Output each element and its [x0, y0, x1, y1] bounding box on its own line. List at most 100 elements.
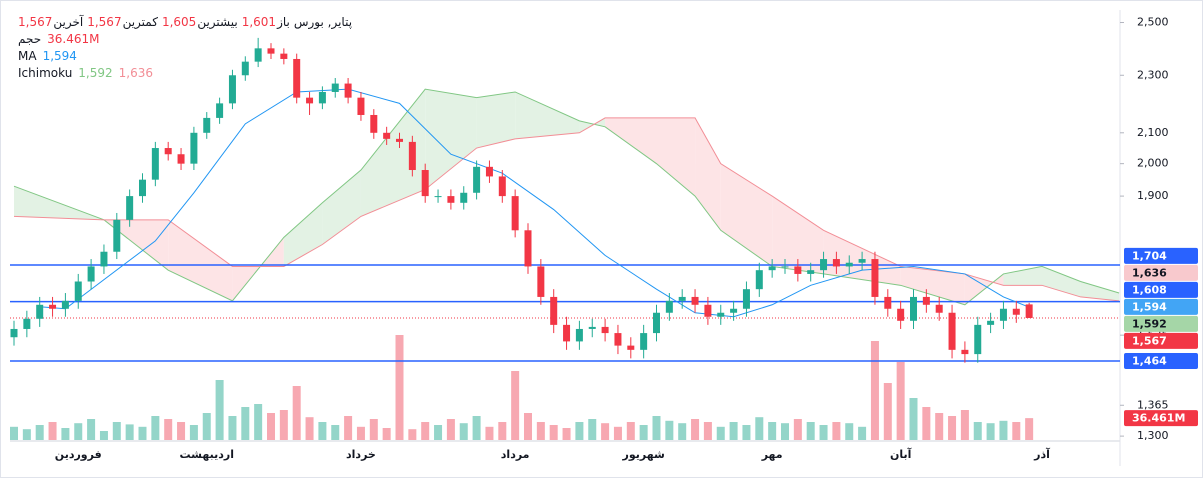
ichimoku-legend: Ichimoku 1,592 1,636 [18, 65, 352, 82]
y-tick-label: 1,300 [1137, 429, 1169, 442]
candle-body [794, 266, 802, 274]
volume-bar [691, 419, 700, 440]
y-tick-label: 2,100 [1137, 126, 1169, 139]
price-badge-label: 1,608 [1132, 283, 1167, 296]
volume-bar [511, 371, 520, 440]
candle-body [241, 61, 249, 76]
volume-bar [254, 404, 263, 440]
x-tick-label: خرداد [346, 448, 376, 461]
volume-bar [434, 425, 443, 440]
candle-body [87, 266, 95, 282]
candle-body [781, 266, 789, 268]
ohlc-label: بیشترین [197, 15, 238, 29]
candle-body [190, 132, 198, 164]
candle-body [768, 266, 776, 271]
candle-body [331, 83, 339, 92]
candle-body [254, 48, 262, 62]
candle-body [280, 53, 288, 59]
price-badge-label: 1,567 [1132, 334, 1167, 347]
span-b-line [13, 117, 1120, 302]
cloud [1042, 266, 1081, 297]
cloud [322, 170, 361, 245]
symbol: پتایر, بورس [293, 15, 353, 29]
volume-bar [382, 428, 391, 440]
candle-body [357, 97, 365, 115]
x-tick-label: شهریور [622, 448, 665, 461]
volume-bar [601, 423, 610, 440]
volume-bar [215, 380, 224, 440]
x-tick-label: آذر [1033, 447, 1050, 461]
ohlc-item: باز 1,601 [242, 14, 290, 31]
candle-body [884, 296, 892, 309]
cloud [360, 89, 426, 217]
ohlc-item: آخرین 1,567 [18, 14, 83, 31]
candle-body [742, 289, 750, 309]
cloud [900, 266, 965, 305]
candle-body [614, 333, 622, 346]
price-badge-label: 36.461M [1132, 412, 1185, 425]
legend-label: Ichimoku [18, 66, 73, 80]
candle-body [267, 48, 275, 54]
price-badge [1124, 281, 1198, 298]
x-tick-label: اردیبهشت [180, 448, 234, 461]
volume-bar [536, 422, 545, 440]
volume-bar [793, 419, 802, 440]
candle-body [601, 326, 609, 334]
volume-bar [909, 398, 918, 440]
volume-bar [421, 422, 430, 440]
volume-bar [228, 416, 237, 440]
volume-bar [10, 426, 18, 440]
candle-body [293, 58, 301, 98]
volume-bar [267, 413, 275, 440]
price-badge [1124, 247, 1198, 264]
volume-bar [678, 423, 687, 440]
candle-body [640, 333, 648, 350]
candle-body [832, 259, 840, 267]
volume-bar [960, 410, 969, 440]
candle-body [704, 304, 712, 317]
volume-bar [305, 417, 314, 440]
y-tick-label: 2,000 [1137, 157, 1169, 170]
volume-bar [973, 422, 982, 440]
volume-bar [241, 407, 250, 440]
span-a-line [13, 88, 1120, 306]
volume-bar [446, 419, 455, 440]
volume-bar [279, 410, 288, 440]
cloud [695, 117, 721, 231]
candle-body [653, 312, 660, 334]
candle-body [948, 312, 956, 350]
candle-body [871, 259, 879, 297]
volume-bar [151, 416, 160, 440]
volume-bar [87, 419, 96, 440]
candle-body [717, 312, 725, 317]
cloud [656, 117, 696, 197]
price-badge [1124, 410, 1198, 427]
volume-bar [292, 386, 301, 440]
candle-body [216, 103, 224, 118]
candle-body [807, 270, 815, 274]
price-badge [1124, 315, 1198, 332]
legend-value: 1,636 [118, 66, 154, 80]
candle-body [203, 117, 211, 133]
candle-body [1025, 304, 1033, 318]
volume-bar [344, 416, 353, 440]
candle-body [550, 296, 558, 325]
volume-bar [202, 413, 211, 440]
candle-body [447, 196, 455, 203]
legend-label: MA [18, 49, 37, 63]
volume-bar [99, 431, 108, 440]
volume-bar [22, 429, 31, 440]
volume-bar [729, 422, 738, 440]
ohlc-label: کمترین [122, 15, 158, 29]
candle-body [730, 308, 738, 313]
legend-value: 1,592 [78, 66, 113, 80]
candle-body [498, 176, 506, 197]
cloud [720, 163, 773, 267]
candle-body [575, 328, 583, 342]
volume-bar [652, 416, 661, 440]
candle-body [678, 296, 686, 301]
volume-bar [408, 429, 417, 440]
cloud [476, 91, 516, 149]
candle-body [473, 166, 481, 193]
